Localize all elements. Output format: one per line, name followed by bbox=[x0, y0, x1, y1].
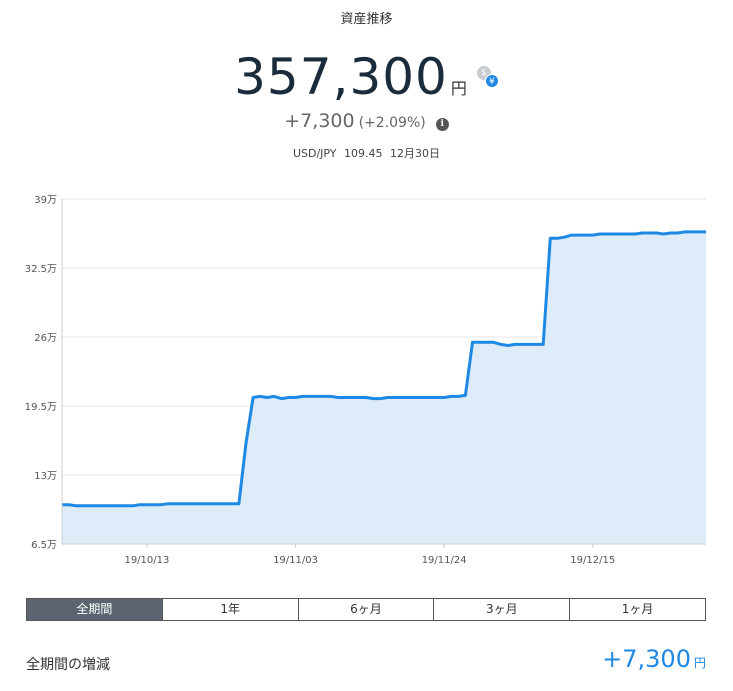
summary-value: +7,300 円 bbox=[602, 645, 706, 673]
series-line bbox=[62, 230, 706, 508]
period-change-summary: 全期間の増減 +7,300 円 bbox=[26, 645, 706, 681]
period-tabs: 全期間 1年 6ヶ月 3ヶ月 1ヶ月 bbox=[26, 598, 706, 621]
x-tick-label: 19/11/03 bbox=[273, 555, 318, 566]
x-tick-label: 19/12/15 bbox=[570, 555, 615, 566]
tab-all[interactable]: 全期間 bbox=[27, 599, 162, 620]
y-tick-label: 32.5万 bbox=[25, 264, 57, 275]
asset-chart[interactable]: 6.5万 13万 19.5万 26万 32.5万 39万 19/10/13 19/11/03 1… bbox=[0, 185, 733, 575]
fx-rate: USD/JPY 109.45 12月30日 bbox=[0, 145, 733, 161]
yen-coin-icon: ¥ bbox=[484, 74, 499, 88]
tab-3-months[interactable]: 3ヶ月 bbox=[433, 599, 569, 620]
change-value: +7,300 bbox=[284, 110, 355, 132]
summary-unit: 円 bbox=[693, 656, 706, 670]
total-value: 357,300 bbox=[234, 48, 448, 106]
summary-amount: +7,300 bbox=[602, 645, 691, 673]
tab-6-months[interactable]: 6ヶ月 bbox=[297, 599, 434, 620]
info-icon[interactable]: i bbox=[435, 118, 449, 131]
x-tick-label: 19/10/13 bbox=[124, 555, 169, 566]
change-row: +7,300 (+2.09%) i bbox=[0, 110, 733, 132]
summary-label: 全期間の増減 bbox=[26, 657, 110, 673]
page-title: 資産推移 bbox=[340, 12, 393, 27]
tab-1-year[interactable]: 1年 bbox=[161, 599, 298, 620]
currency-switch-icon[interactable]: $ ¥ bbox=[476, 66, 499, 88]
total-unit: 円 bbox=[450, 79, 467, 98]
total-assets: 357,300 円 $ ¥ bbox=[0, 48, 733, 106]
y-tick-label: 39万 bbox=[34, 195, 57, 206]
series-area bbox=[62, 231, 706, 544]
y-tick-label: 26万 bbox=[34, 333, 57, 344]
change-percent: (+2.09%) bbox=[358, 115, 426, 131]
x-tick-label: 19/11/24 bbox=[422, 555, 467, 566]
y-tick-label: 13万 bbox=[34, 471, 57, 482]
fx-date: 12月30日 bbox=[390, 147, 441, 160]
y-tick-label: 6.5万 bbox=[31, 540, 57, 551]
fx-rate-value: 109.45 bbox=[344, 147, 383, 160]
tab-1-month[interactable]: 1ヶ月 bbox=[569, 599, 705, 620]
fx-pair: USD/JPY bbox=[292, 147, 337, 160]
y-tick-label: 19.5万 bbox=[25, 402, 57, 413]
